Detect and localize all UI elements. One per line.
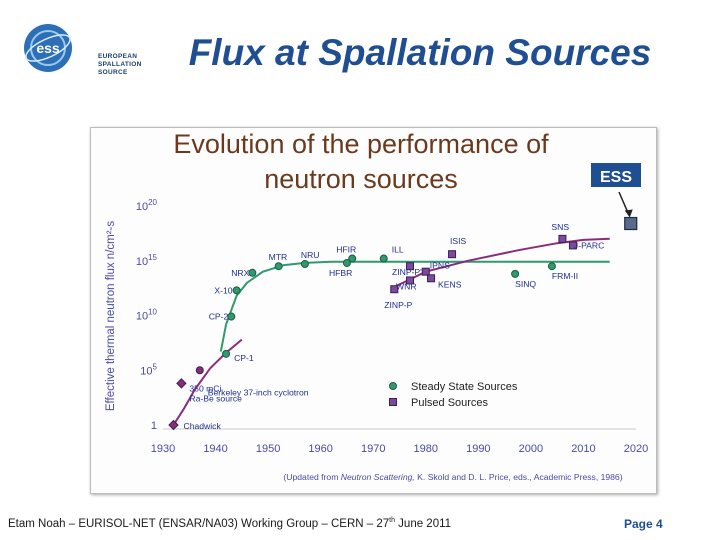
chart-title-line-1: Evolution of the performance of — [173, 129, 549, 159]
point-frm-ii — [547, 262, 556, 271]
point-kens — [427, 274, 436, 283]
ess-point — [624, 216, 638, 231]
point-mtr — [274, 262, 283, 271]
point-ill — [379, 254, 388, 263]
label-chadwick: Chadwick — [184, 421, 222, 431]
page-number: Page 4 — [624, 517, 663, 531]
y-tick-label: 1010 — [136, 308, 158, 323]
x-tick-label: 1970 — [361, 443, 385, 455]
label-cp-1: CP-1 — [234, 353, 254, 363]
point-cp-1 — [222, 349, 231, 358]
y-axis-label: Effective thermal neutron flux n/cm²-s — [105, 221, 117, 411]
legend-steady-label: Steady State Sources — [411, 381, 518, 393]
point-sns — [558, 234, 567, 243]
label-berkeley-37-inch-cyclotron: Berkeley 37-inch cyclotron — [208, 387, 309, 397]
label-ra-be-source: Ra-Be source — [189, 393, 242, 403]
x-tick-label: 1990 — [466, 443, 490, 455]
label-j-parc: J-PARC — [574, 240, 604, 250]
y-tick-label: 1 — [151, 420, 157, 432]
label-kens: KENS — [438, 279, 462, 289]
source-note: (Updated from Neutron Scattering, K. Sko… — [283, 472, 622, 482]
point-cp-2 — [227, 312, 236, 321]
y-tick-label: 105 — [140, 362, 157, 377]
chart-title-line-2: neutron sources — [264, 164, 458, 194]
label-frm-ii: FRM-II — [552, 271, 578, 281]
x-tick-label: 2010 — [571, 443, 595, 455]
point-sinq — [511, 269, 520, 278]
x-tick-label: 1940 — [203, 443, 227, 455]
label-hfbr: HFBR — [329, 268, 352, 278]
y-tick-label: 1015 — [136, 253, 158, 268]
ess-label: ESS — [600, 169, 632, 186]
point-nrx — [248, 268, 257, 277]
label-sinq: SINQ — [515, 279, 536, 289]
x-tick-label: 1950 — [256, 443, 280, 455]
x-tick-label: 1980 — [414, 443, 438, 455]
point-x-10 — [232, 286, 241, 295]
flux-chart: Evolution of the performance of neutron … — [105, 129, 648, 482]
point-ipns — [421, 267, 430, 276]
label-sns: SNS — [551, 222, 569, 232]
label-hfir: HFIR — [336, 245, 356, 255]
x-tick-label: 1930 — [151, 443, 175, 455]
label-x-10: X-10 — [214, 285, 232, 295]
label-nrx: NRX — [231, 268, 249, 278]
x-tick-label: 2020 — [624, 443, 648, 455]
point-hfbr — [342, 258, 351, 267]
point-j-parc — [568, 241, 577, 250]
x-tick-label: 1960 — [308, 443, 332, 455]
point-berkeley-37-inch-cyclotron — [195, 366, 204, 375]
label-ipns: IPNS — [430, 261, 450, 271]
legend-steady-marker — [389, 382, 397, 390]
point-zinp-p — [406, 262, 415, 271]
point-350-mci — [176, 378, 187, 389]
label-zinp-p: ZINP-P — [384, 300, 412, 310]
curve-pulsed-0 — [172, 338, 243, 426]
chart-figure: Evolution of the performance of neutron … — [90, 127, 657, 494]
logo-wordmark: EUROPEAN SPALLATION SOURCE — [98, 53, 142, 76]
ess-logo-icon: ess — [24, 24, 72, 72]
label-mtr: MTR — [269, 252, 288, 262]
legend-pulsed-marker — [389, 398, 397, 406]
x-tick-label: 2000 — [519, 443, 543, 455]
label-isis: ISIS — [450, 236, 467, 246]
point-zinp-p — [390, 285, 399, 294]
label-ill: ILL — [392, 245, 404, 255]
legend-pulsed-label: Pulsed Sources — [411, 397, 489, 409]
ess-logo: ess EUROPEAN SPALLATION SOURCE — [22, 22, 141, 76]
label-cp-2: CP-2 — [209, 312, 229, 322]
label-zinp-p: ZINP-P' — [392, 267, 422, 277]
y-tick-label: 1020 — [136, 198, 158, 213]
slide-title: Flux at Spallation Sources — [188, 32, 652, 73]
point-hfir — [348, 254, 357, 263]
point-chadwick — [168, 419, 179, 431]
ess-label-box — [591, 163, 641, 187]
point-wnr — [406, 276, 415, 285]
point-isis — [448, 250, 457, 259]
logo-mark: ess — [36, 40, 60, 56]
label-nru: NRU — [301, 250, 320, 260]
label-wnr: WNR — [396, 281, 417, 291]
ess-arrowhead-icon — [624, 209, 633, 218]
label-350-mci: 350 mCi — [189, 383, 221, 393]
point-nru — [300, 260, 309, 269]
footer-text: Etam Noah – EURISOL-NET (ENSAR/NA03) Wor… — [8, 517, 452, 530]
